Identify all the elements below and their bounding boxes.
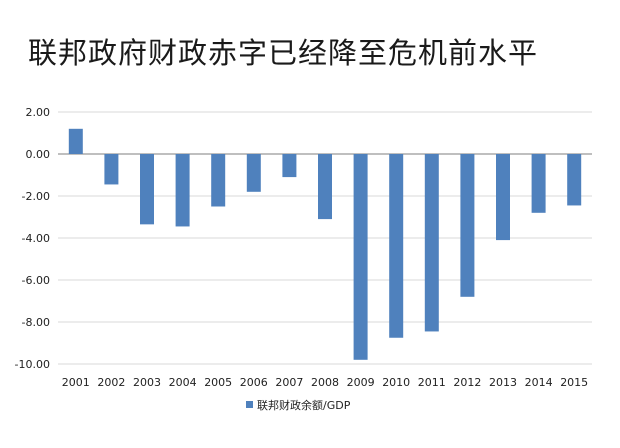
chart-title: 联邦政府财政赤字已经降至危机前水平 — [28, 36, 539, 70]
bar-2007 — [282, 154, 297, 178]
bar-2002 — [104, 154, 119, 185]
x-tick-label: 2002 — [97, 376, 125, 389]
x-tick-label: 2001 — [62, 376, 90, 389]
bar-2014 — [531, 154, 546, 213]
x-tick-label: 2012 — [453, 376, 481, 389]
x-axis-ticks: 2001 2002 2003 2004 2005 2006 2007 2008 2009 2010… — [62, 376, 588, 389]
x-tick-label: 2003 — [133, 376, 161, 389]
gridlines — [58, 111, 592, 365]
y-tick-label: -4.00 — [22, 232, 50, 245]
x-tick-label: 2015 — [560, 376, 588, 389]
legend-swatch — [246, 401, 253, 408]
bar-2004 — [175, 154, 190, 227]
bar-series — [68, 128, 582, 360]
x-tick-label: 2004 — [169, 376, 197, 389]
legend: 联邦财政余额/GDP — [246, 398, 351, 412]
x-tick-label: 2010 — [382, 376, 410, 389]
bar-2010 — [389, 154, 404, 338]
x-tick-label: 2008 — [311, 376, 339, 389]
legend-label: 联邦财政余额/GDP — [257, 398, 351, 412]
bar-2006 — [246, 154, 261, 192]
x-tick-label: 2013 — [489, 376, 517, 389]
y-tick-label: 0.00 — [26, 148, 51, 161]
x-tick-label: 2007 — [275, 376, 303, 389]
y-tick-label: -10.00 — [15, 358, 50, 371]
bar-2009 — [353, 154, 368, 360]
y-tick-label: -2.00 — [22, 190, 50, 203]
x-tick-label: 2009 — [347, 376, 375, 389]
bar-2015 — [567, 154, 582, 206]
y-tick-label: -8.00 — [22, 316, 50, 329]
bar-2008 — [318, 154, 332, 220]
x-tick-label: 2005 — [204, 376, 232, 389]
x-tick-label: 2006 — [240, 376, 268, 389]
x-tick-label: 2014 — [525, 376, 553, 389]
y-tick-label: -6.00 — [22, 274, 50, 287]
bar-2012 — [460, 154, 475, 297]
bar-2013 — [496, 154, 510, 241]
bar-2005 — [211, 154, 226, 207]
bar-2003 — [140, 154, 154, 225]
y-tick-label: 2.00 — [26, 106, 51, 119]
y-axis-ticks: 2.00 0.00 -2.00 -4.00 -6.00 -8.00 -10.00 — [15, 106, 50, 371]
bar-2011 — [424, 154, 439, 332]
bar-2001 — [68, 128, 83, 154]
x-tick-label: 2011 — [418, 376, 446, 389]
